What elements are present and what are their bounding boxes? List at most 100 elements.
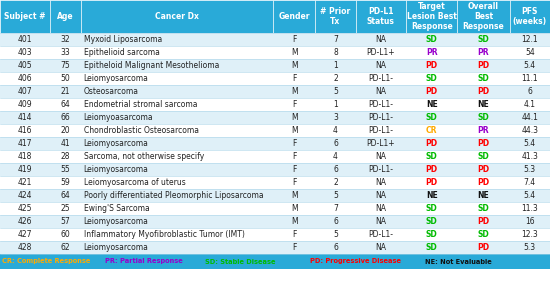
- Text: PD-L1-: PD-L1-: [368, 74, 393, 83]
- Text: 418: 418: [18, 152, 32, 161]
- Text: 59: 59: [60, 178, 70, 187]
- Text: 428: 428: [18, 243, 32, 252]
- Text: Leiomyosarcoma: Leiomyosarcoma: [84, 139, 148, 148]
- Text: 5: 5: [333, 230, 338, 239]
- Text: 419: 419: [18, 165, 32, 174]
- Text: 414: 414: [18, 113, 32, 122]
- Text: 41: 41: [60, 139, 70, 148]
- Text: 11.1: 11.1: [521, 74, 538, 83]
- Text: 6: 6: [333, 165, 338, 174]
- Text: 28: 28: [61, 152, 70, 161]
- Text: PD-L1-: PD-L1-: [368, 126, 393, 135]
- Bar: [0, 163, 550, 176]
- Text: PD-L1-: PD-L1-: [368, 230, 393, 239]
- Text: 5.4: 5.4: [524, 139, 536, 148]
- Text: F: F: [292, 230, 296, 239]
- Text: M: M: [291, 61, 298, 70]
- Text: 41.3: 41.3: [521, 152, 538, 161]
- Bar: [0, 202, 550, 215]
- Text: M: M: [291, 191, 298, 200]
- Bar: [81, 0, 273, 33]
- Text: PR: PR: [478, 48, 490, 57]
- Text: F: F: [292, 35, 296, 44]
- Text: SD: SD: [426, 113, 438, 122]
- Text: Leiomyosarcoma: Leiomyosarcoma: [84, 165, 148, 174]
- Bar: [315, 0, 356, 33]
- Bar: [0, 0, 51, 33]
- Bar: [406, 0, 458, 33]
- Text: 60: 60: [60, 230, 70, 239]
- Text: NE: NE: [426, 191, 438, 200]
- Bar: [0, 85, 550, 98]
- Text: 64: 64: [60, 191, 70, 200]
- Text: 424: 424: [18, 191, 32, 200]
- Text: PD: PD: [426, 165, 438, 174]
- Text: 57: 57: [60, 217, 70, 226]
- Text: 426: 426: [18, 217, 32, 226]
- Text: 5: 5: [333, 87, 338, 96]
- Text: 54: 54: [525, 48, 535, 57]
- Text: 5: 5: [333, 191, 338, 200]
- Bar: [51, 0, 81, 33]
- Text: NA: NA: [375, 35, 386, 44]
- Text: 421: 421: [18, 178, 32, 187]
- Text: PD-L1-: PD-L1-: [368, 113, 393, 122]
- Text: PR: PR: [478, 126, 490, 135]
- Text: 7.4: 7.4: [524, 178, 536, 187]
- Text: SD: SD: [426, 35, 438, 44]
- Text: 33: 33: [60, 48, 70, 57]
- Text: PD: PD: [426, 178, 438, 187]
- Text: SD: SD: [426, 152, 438, 161]
- Text: 8: 8: [333, 48, 338, 57]
- Bar: [0, 111, 550, 124]
- Text: NA: NA: [375, 191, 386, 200]
- Text: NA: NA: [375, 217, 386, 226]
- Text: 409: 409: [18, 100, 32, 109]
- Bar: [273, 0, 315, 33]
- Text: 401: 401: [18, 35, 32, 44]
- Text: Overall
Best
Response: Overall Best Response: [463, 2, 504, 31]
- Text: SD: SD: [426, 217, 438, 226]
- Text: NA: NA: [375, 61, 386, 70]
- Text: 6: 6: [333, 139, 338, 148]
- Text: SD: SD: [477, 74, 490, 83]
- Text: NA: NA: [375, 178, 386, 187]
- Text: 3: 3: [333, 113, 338, 122]
- Text: 16: 16: [525, 217, 535, 226]
- Text: 55: 55: [60, 165, 70, 174]
- Text: 1: 1: [333, 100, 338, 109]
- Text: SD: SD: [477, 113, 490, 122]
- Text: NA: NA: [375, 152, 386, 161]
- Bar: [510, 0, 550, 33]
- Text: F: F: [292, 178, 296, 187]
- Bar: [0, 228, 550, 241]
- Text: Leiomyoasarcoma: Leiomyoasarcoma: [84, 113, 153, 122]
- Text: # Prior
Tx: # Prior Tx: [320, 7, 351, 26]
- Text: F: F: [292, 74, 296, 83]
- Text: M: M: [291, 87, 298, 96]
- Text: PD-L1-: PD-L1-: [368, 165, 393, 174]
- Text: Chondroblastic Osteosarcoma: Chondroblastic Osteosarcoma: [84, 126, 199, 135]
- Text: PD: PD: [477, 178, 490, 187]
- Text: SD: SD: [426, 74, 438, 83]
- Text: M: M: [291, 204, 298, 213]
- Bar: [0, 124, 550, 137]
- Bar: [0, 98, 550, 111]
- Text: 21: 21: [61, 87, 70, 96]
- Text: 416: 416: [18, 126, 32, 135]
- Text: 5.4: 5.4: [524, 191, 536, 200]
- Bar: [0, 33, 550, 46]
- Text: PD: Progressive Disease: PD: Progressive Disease: [310, 259, 401, 264]
- Text: Gender: Gender: [278, 12, 310, 21]
- Text: Osteosarcoma: Osteosarcoma: [84, 87, 139, 96]
- Text: M: M: [291, 126, 298, 135]
- Text: Subject #: Subject #: [4, 12, 46, 21]
- Bar: [356, 0, 406, 33]
- Text: 5.3: 5.3: [524, 165, 536, 174]
- Text: CR: CR: [426, 126, 437, 135]
- Text: 66: 66: [60, 113, 70, 122]
- Text: PD: PD: [477, 139, 490, 148]
- Text: M: M: [291, 217, 298, 226]
- Text: F: F: [292, 100, 296, 109]
- Text: SD: SD: [426, 243, 438, 252]
